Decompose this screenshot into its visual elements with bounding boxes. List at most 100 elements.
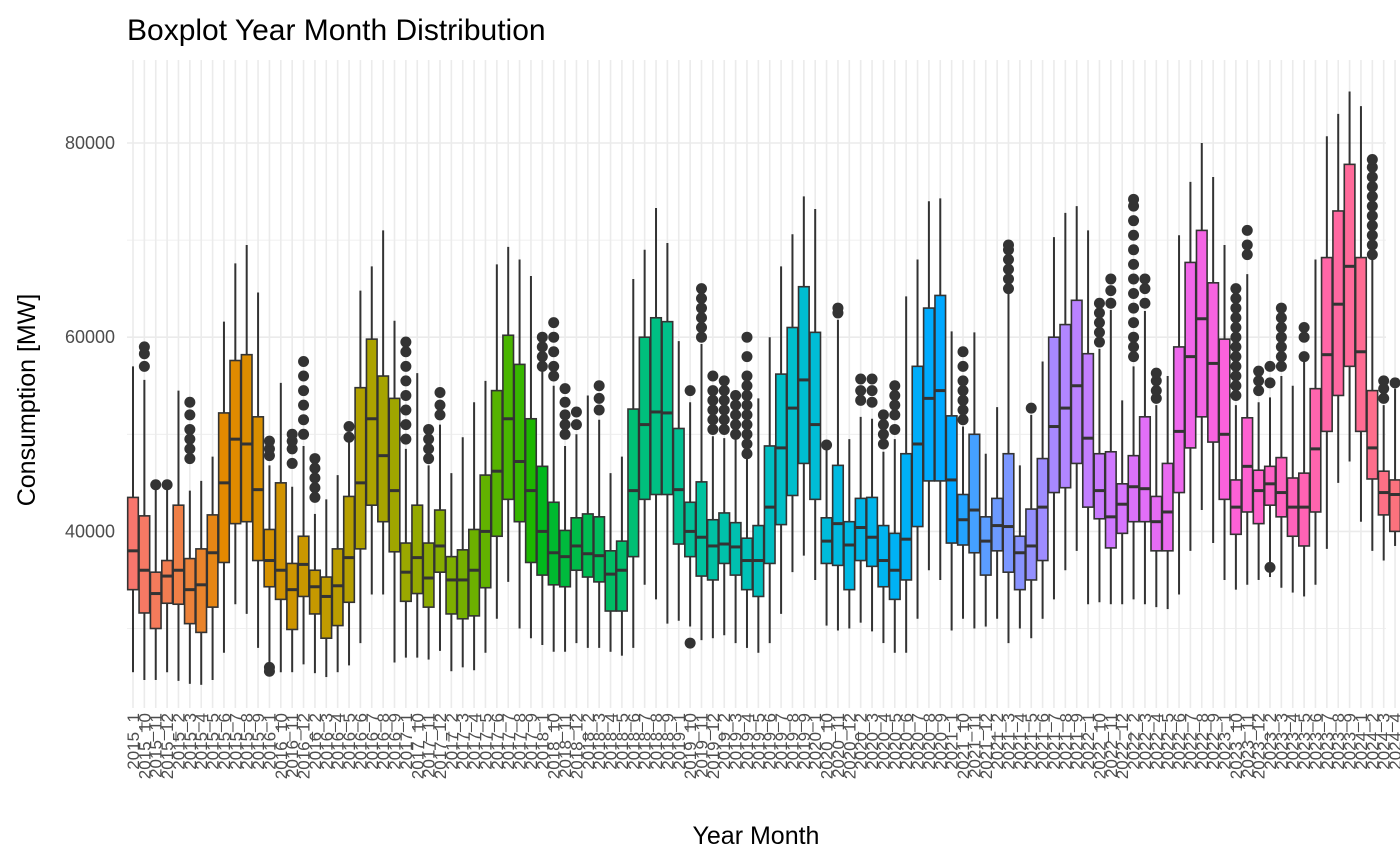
box-2022_5 <box>1161 376 1174 610</box>
outlier-point <box>434 387 446 399</box>
outlier-point <box>877 419 889 431</box>
outlier-point <box>536 360 548 372</box>
box-body <box>308 569 322 615</box>
outlier-point <box>1150 367 1162 379</box>
x-tick-label: 2018_8 <box>647 713 666 770</box>
outlier-point <box>730 419 742 431</box>
x-tick-label: 2017_6 <box>488 713 507 770</box>
outlier-point <box>730 428 742 440</box>
outlier-point <box>184 423 196 435</box>
outlier-point <box>1002 239 1014 251</box>
outlier-point <box>1275 360 1287 372</box>
x-tick-label: 2019_8 <box>783 713 802 770</box>
outlier-point <box>138 341 150 353</box>
outlier-point <box>741 428 753 440</box>
y-tick-label: 40000 <box>65 521 115 541</box>
box-2022_11 <box>1104 273 1117 605</box>
box-2016_2 <box>308 453 322 674</box>
outlier-point <box>1128 229 1140 241</box>
outlier-point <box>309 453 321 465</box>
box-2016_12 <box>297 355 310 665</box>
x-tick-label: 2023_7 <box>1318 713 1337 770</box>
outlier-point <box>1093 297 1105 309</box>
box-body <box>1013 535 1026 591</box>
box-2020_1 <box>809 209 822 580</box>
x-tick-label: 2023_4 <box>1284 713 1303 770</box>
outlier-point <box>1366 200 1378 212</box>
box-body <box>649 316 663 496</box>
box-body <box>1275 456 1288 518</box>
box-2019_4 <box>740 331 754 648</box>
box-body <box>706 518 719 581</box>
box-body <box>888 532 901 601</box>
box-body <box>240 353 253 523</box>
box-2021_2 <box>991 407 1004 619</box>
x-tick-label: 2016_6 <box>351 713 370 770</box>
box-2016_6 <box>354 290 367 644</box>
outlier-point <box>400 419 412 431</box>
boxes <box>126 91 1400 685</box>
outlier-point <box>559 409 571 421</box>
box-2023_1 <box>1218 244 1231 580</box>
x-tick-label: 2022_12 <box>1113 713 1132 779</box>
outlier-point <box>1230 370 1242 382</box>
box-body <box>138 515 151 614</box>
x-tick-label: 2018_3 <box>590 713 609 770</box>
outlier-point <box>707 394 719 406</box>
outlier-point <box>957 385 969 397</box>
x-tick-label: 2019_10 <box>681 713 700 779</box>
box-2024_2 <box>1366 154 1379 551</box>
x-tick-label: 2016_5 <box>340 713 359 770</box>
outlier-point <box>1366 181 1378 193</box>
y-tick-label: 80000 <box>65 133 115 153</box>
outlier-point <box>730 389 742 401</box>
box-body <box>1127 454 1140 523</box>
outlier-point <box>1366 249 1378 261</box>
box-2016_10 <box>274 382 287 673</box>
outlier-point <box>1275 312 1287 324</box>
outlier-point <box>161 479 173 491</box>
outlier-point <box>741 409 753 421</box>
outlier-point <box>1128 193 1140 205</box>
box-2023_12 <box>1252 365 1265 580</box>
x-tick-label: 2017_5 <box>476 713 495 770</box>
box-body <box>797 285 810 465</box>
x-tick-label: 2022_2 <box>1125 713 1144 770</box>
box-2024_3 <box>1377 375 1390 561</box>
outlier-point <box>298 385 310 397</box>
outlier-point <box>741 448 753 460</box>
box-body <box>1047 336 1061 494</box>
box-2023_3 <box>1275 302 1288 588</box>
outlier-point <box>741 351 753 363</box>
box-body <box>843 520 856 591</box>
outlier-point <box>1230 389 1242 401</box>
x-tick-label: 2023_12 <box>1250 713 1269 779</box>
x-tick-label: 2021_7 <box>1045 713 1064 770</box>
x-tick-label: 2015_4 <box>192 713 211 770</box>
outlier-point <box>696 302 707 314</box>
box-2018_1 <box>536 331 549 646</box>
outlier-point <box>309 482 321 494</box>
box-2016_3 <box>320 499 333 678</box>
x-tick-label: 2022_9 <box>1204 713 1223 770</box>
outlier-point <box>1230 283 1242 295</box>
outlier-point <box>298 355 310 367</box>
box-2016_5 <box>342 421 356 666</box>
box-2018_4 <box>604 473 617 652</box>
box-body <box>911 365 924 528</box>
outlier-point <box>1298 351 1310 363</box>
box-2020_5 <box>888 380 901 653</box>
box-body <box>934 294 947 482</box>
box-body <box>1059 323 1072 489</box>
outlier-point <box>1230 341 1242 353</box>
box-body <box>786 326 799 497</box>
x-tick-label: 2021_11 <box>965 713 984 778</box>
outlier-point <box>150 479 162 491</box>
outlier-point <box>400 360 412 372</box>
x-tick-label: 2020_10 <box>818 713 837 779</box>
x-tick-label: 2017_2 <box>442 713 461 770</box>
box-2020_6 <box>900 296 913 653</box>
box-body <box>740 537 754 591</box>
box-2019_9 <box>797 196 810 556</box>
